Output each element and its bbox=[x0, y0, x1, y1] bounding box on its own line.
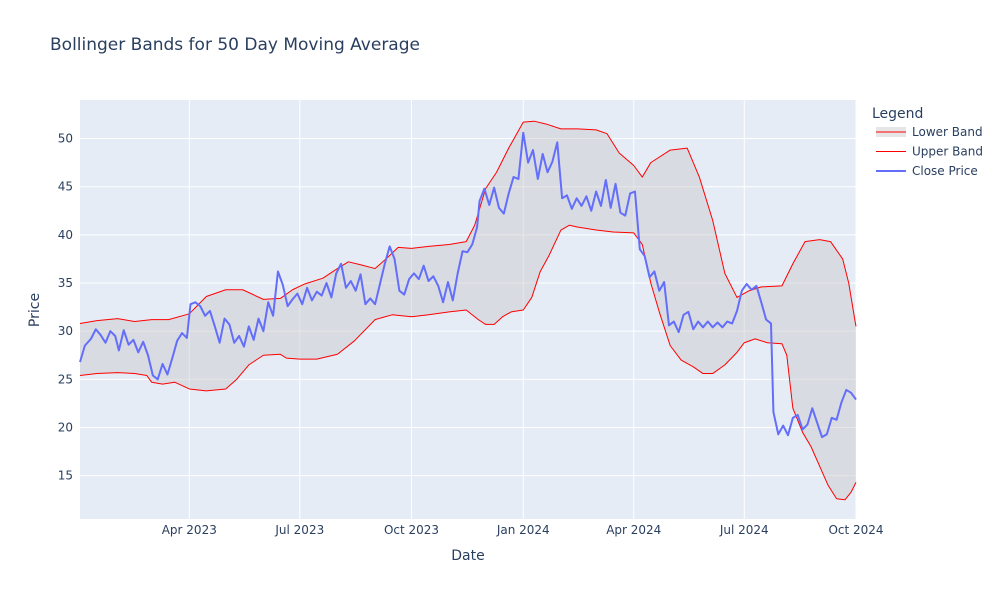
x-tick-label: Jul 2023 bbox=[274, 523, 324, 537]
y-tick-label: 50 bbox=[58, 132, 73, 146]
y-tick-label: 35 bbox=[58, 276, 73, 290]
y-tick-label: 25 bbox=[58, 372, 73, 386]
x-axis-title: Date bbox=[451, 548, 484, 564]
series-line-close-price bbox=[79, 131, 857, 439]
grid bbox=[80, 100, 857, 519]
lines-layer bbox=[79, 120, 857, 501]
y-tick-label: 20 bbox=[58, 420, 73, 434]
ticks-layer: 15 20 25 30 35 40 45 50 Apr 2023 Jul 2023 Oct 2023… bbox=[58, 132, 884, 537]
chart-title: Bollinger Bands for 50 Day Moving Averag… bbox=[50, 35, 420, 55]
legend: Legend Lower Band Upper Band Close Price bbox=[872, 106, 983, 178]
legend-item-label: Lower Band bbox=[912, 125, 983, 139]
y-axis-title: Price bbox=[27, 293, 43, 327]
legend-item-label: Upper Band bbox=[912, 145, 983, 159]
y-tick-label: 40 bbox=[58, 228, 73, 242]
plot-area bbox=[80, 100, 856, 519]
x-tick-label: Oct 2024 bbox=[828, 523, 883, 537]
x-tick-label: Oct 2023 bbox=[384, 523, 439, 537]
x-tick-label: Jul 2024 bbox=[719, 523, 769, 537]
legend-title: Legend bbox=[872, 106, 923, 122]
x-tick-label: Apr 2023 bbox=[162, 523, 217, 537]
x-tick-label: Jan 2024 bbox=[496, 523, 550, 537]
legend-item-label: Close Price bbox=[912, 164, 978, 178]
y-tick-label: 45 bbox=[58, 180, 73, 194]
bands-layer bbox=[80, 121, 856, 500]
y-tick-label: 15 bbox=[58, 469, 73, 483]
x-tick-label: Apr 2024 bbox=[606, 523, 661, 537]
y-tick-label: 30 bbox=[58, 324, 73, 338]
band-fill bbox=[80, 121, 856, 500]
